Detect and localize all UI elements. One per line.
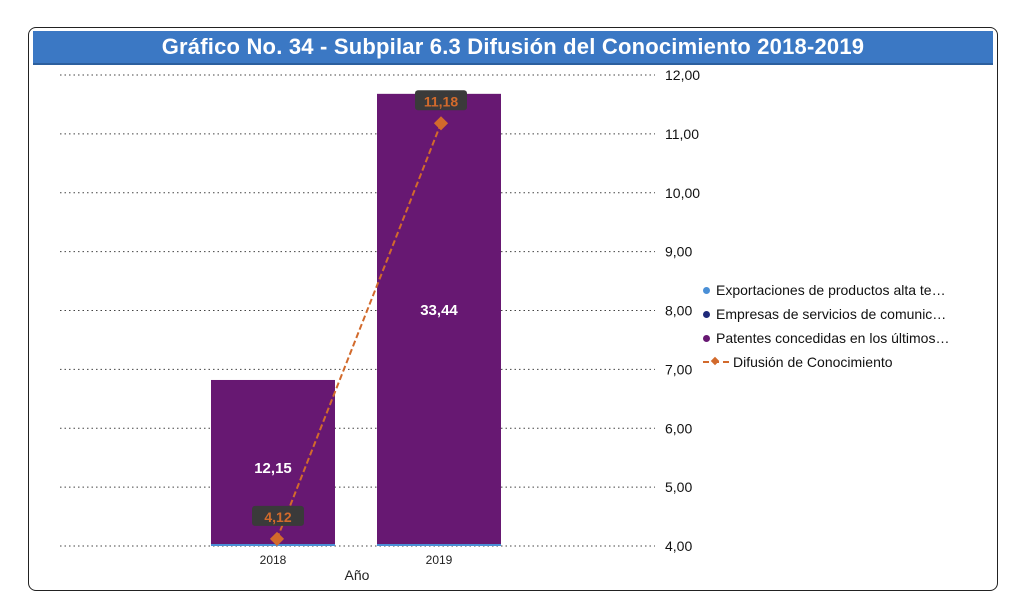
y-tick-label: 10,00 bbox=[665, 185, 700, 201]
line-difusion bbox=[276, 122, 442, 540]
bar-patentes bbox=[377, 93, 501, 546]
bar-exportaciones bbox=[211, 544, 335, 546]
y-tick-label: 8,00 bbox=[665, 303, 692, 319]
y-tick-label: 7,00 bbox=[665, 361, 692, 377]
chart-title-bar: Gráfico No. 34 - Subpilar 6.3 Difusión d… bbox=[33, 31, 993, 65]
line-marker bbox=[269, 531, 285, 547]
legend-marker-exportaciones bbox=[703, 286, 710, 294]
legend-label-empresas: Empresas de servicios de comunic… bbox=[716, 306, 947, 322]
y-tick-label: 5,00 bbox=[665, 479, 692, 495]
line-label-box bbox=[252, 505, 304, 526]
y-tick-label: 9,00 bbox=[665, 244, 692, 260]
legend-marker-difusion bbox=[703, 357, 729, 367]
bar-value-label: 12,15 bbox=[254, 460, 292, 477]
x-tick-label: 2019 bbox=[426, 553, 453, 567]
line-label-box bbox=[415, 90, 467, 111]
chart-legend: Exportaciones de productos alta te… Empr… bbox=[703, 278, 949, 374]
legend-item-empresas[interactable]: Empresas de servicios de comunic… bbox=[703, 302, 949, 326]
legend-label-difusion: Difusión de Conocimiento bbox=[733, 354, 893, 370]
x-tick-label: 2018 bbox=[260, 553, 287, 567]
bar-value-label: 33,44 bbox=[420, 302, 458, 319]
legend-label-patentes: Patentes concedidas en los últimos… bbox=[716, 330, 950, 346]
legend-item-patentes[interactable]: Patentes concedidas en los últimos… bbox=[703, 326, 949, 350]
legend-marker-patentes bbox=[703, 334, 710, 342]
legend-item-exportaciones[interactable]: Exportaciones de productos alta te… bbox=[703, 278, 949, 302]
y-tick-label: 12,00 bbox=[665, 67, 700, 83]
chart-title: Gráfico No. 34 - Subpilar 6.3 Difusión d… bbox=[161, 34, 865, 59]
legend-marker-empresas bbox=[703, 310, 710, 318]
legend-label-exportaciones: Exportaciones de productos alta te… bbox=[716, 282, 946, 298]
bar-exportaciones bbox=[377, 544, 501, 546]
y-tick-label: 6,00 bbox=[665, 420, 692, 436]
legend-item-difusion[interactable]: Difusión de Conocimiento bbox=[703, 350, 949, 374]
chart-frame bbox=[28, 27, 998, 591]
y-tick-label: 11,00 bbox=[665, 126, 699, 142]
line-marker bbox=[433, 116, 449, 131]
x-axis-title: Año bbox=[345, 567, 370, 583]
line-value-label: 11,18 bbox=[424, 93, 458, 109]
y-tick-label: 4,00 bbox=[665, 538, 692, 554]
line-value-label: 4,12 bbox=[264, 509, 291, 525]
